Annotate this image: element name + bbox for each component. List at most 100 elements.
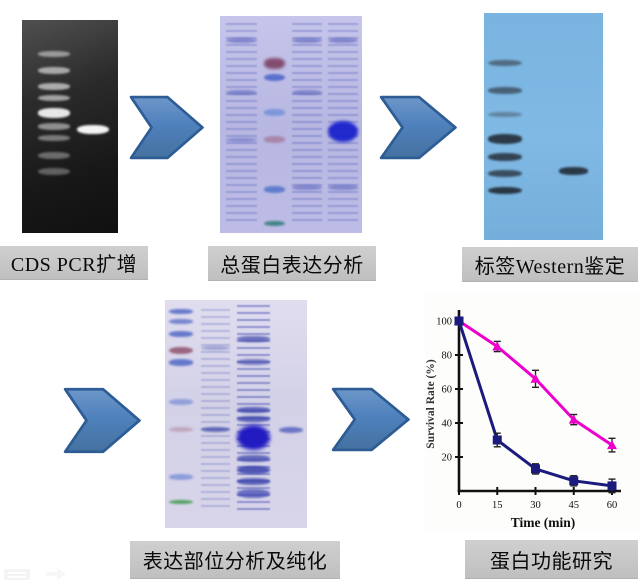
square-marker (531, 464, 540, 474)
gel-band (200, 426, 231, 433)
survival-rate-chart: 20 40 60 80 100 0 15 30 45 60 Time (min) Survival R… (425, 294, 640, 532)
watermark-icons (2, 566, 72, 582)
gel-band (327, 121, 358, 142)
gel-band (237, 359, 271, 365)
gel-band (292, 89, 323, 95)
arrow-right-icon (62, 383, 141, 458)
step-label-text: 标签Western鉴定 (474, 255, 626, 278)
gel-band (487, 86, 523, 94)
step-label-purification: 表达部位分析及纯化 (130, 541, 340, 579)
gel-band (237, 336, 271, 342)
gel-band (169, 319, 194, 325)
gel-band (38, 168, 70, 176)
y-tick-label: 60 (442, 385, 453, 396)
step-label-total-protein: 总蛋白表达分析 (208, 246, 376, 281)
step-label-pcr: CDS PCR扩增 (0, 246, 148, 280)
square-marker (607, 481, 617, 491)
gel-band (487, 169, 523, 177)
gel-band (237, 416, 271, 422)
pcr-gel-image (22, 20, 118, 233)
gel-band (38, 123, 70, 130)
gel-band (38, 66, 70, 74)
gel-band (264, 58, 286, 70)
gel-band (225, 137, 257, 142)
gel-band (264, 109, 286, 116)
gel-band (487, 59, 523, 67)
chart-line (457, 319, 614, 488)
gel-band (169, 499, 194, 505)
gel-band (237, 466, 271, 475)
gel-lane-streaks (200, 309, 231, 510)
gel-band (76, 125, 110, 135)
step-label-western: 标签Western鉴定 (462, 247, 638, 282)
gel-band (200, 345, 231, 351)
gel-band (237, 489, 271, 499)
y-tick-label: 100 (436, 317, 452, 328)
gel-band (237, 455, 271, 462)
cursor-arrow-icon (46, 568, 66, 580)
gel-band (38, 94, 70, 101)
gel-band (169, 474, 194, 480)
gel-band (264, 136, 286, 143)
gel-band (237, 425, 271, 451)
gel-band (169, 309, 194, 315)
gel-band (225, 37, 257, 44)
triangle-marker (568, 414, 579, 424)
arrow-right-shape (379, 95, 457, 160)
gel-band (169, 426, 194, 432)
gel-band (292, 37, 323, 44)
step-label-function-study: 蛋白功能研究 (465, 540, 638, 579)
gel-band (169, 346, 194, 355)
gel-band (38, 108, 70, 118)
arrow-right-shape (129, 95, 204, 160)
arrow-right-shape (63, 387, 141, 454)
step-label-text: 蛋白功能研究 (490, 550, 613, 573)
triangle-marker (607, 440, 617, 450)
gel-band (558, 167, 588, 175)
x-tick-label: 30 (530, 500, 541, 511)
gel-band (169, 399, 194, 405)
arrow-right-icon (378, 91, 457, 164)
gel-band (292, 185, 323, 191)
gel-band (278, 426, 303, 433)
gel-band (487, 111, 523, 118)
gel-band (264, 221, 286, 227)
gel-band (38, 152, 70, 160)
gel-band (327, 37, 358, 44)
x-tick-label: 60 (607, 500, 618, 511)
gel-lane-streaks (225, 22, 257, 227)
gel-band (487, 152, 523, 161)
arrow-right-icon (330, 383, 410, 456)
y-tick-label: 40 (442, 419, 453, 430)
step-label-text: 表达部位分析及纯化 (142, 551, 328, 573)
square-marker (569, 476, 579, 486)
x-tick-label: 0 (456, 500, 461, 511)
y-tick-label: 80 (442, 351, 453, 362)
step-label-text: CDS PCR扩增 (10, 254, 138, 276)
square-marker (454, 316, 464, 326)
gel-band (237, 477, 271, 485)
gel-band (487, 134, 523, 144)
gel-band (38, 135, 70, 141)
purification-gel-image (165, 300, 307, 528)
gel-band (264, 73, 286, 82)
x-axis-title: Time (min) (511, 515, 576, 530)
gel-band (487, 186, 523, 195)
triangle-marker (530, 373, 541, 383)
gel-lane-streaks (292, 22, 323, 227)
gel-band (327, 185, 358, 191)
step-label-text: 总蛋白表达分析 (220, 254, 364, 277)
list-icon (4, 569, 30, 580)
gel-band (225, 89, 257, 96)
gel-band (169, 359, 194, 366)
total-protein-gel-image (220, 16, 362, 233)
arrow-right-icon (128, 91, 204, 164)
square-marker (492, 435, 502, 445)
x-tick-label: 15 (492, 500, 503, 511)
x-tick-label: 45 (569, 500, 580, 511)
y-axis-title: Survival Rate (%) (425, 359, 437, 449)
western-blot-image (484, 13, 603, 240)
triangle-marker (492, 341, 503, 351)
arrow-right-shape (331, 387, 410, 452)
